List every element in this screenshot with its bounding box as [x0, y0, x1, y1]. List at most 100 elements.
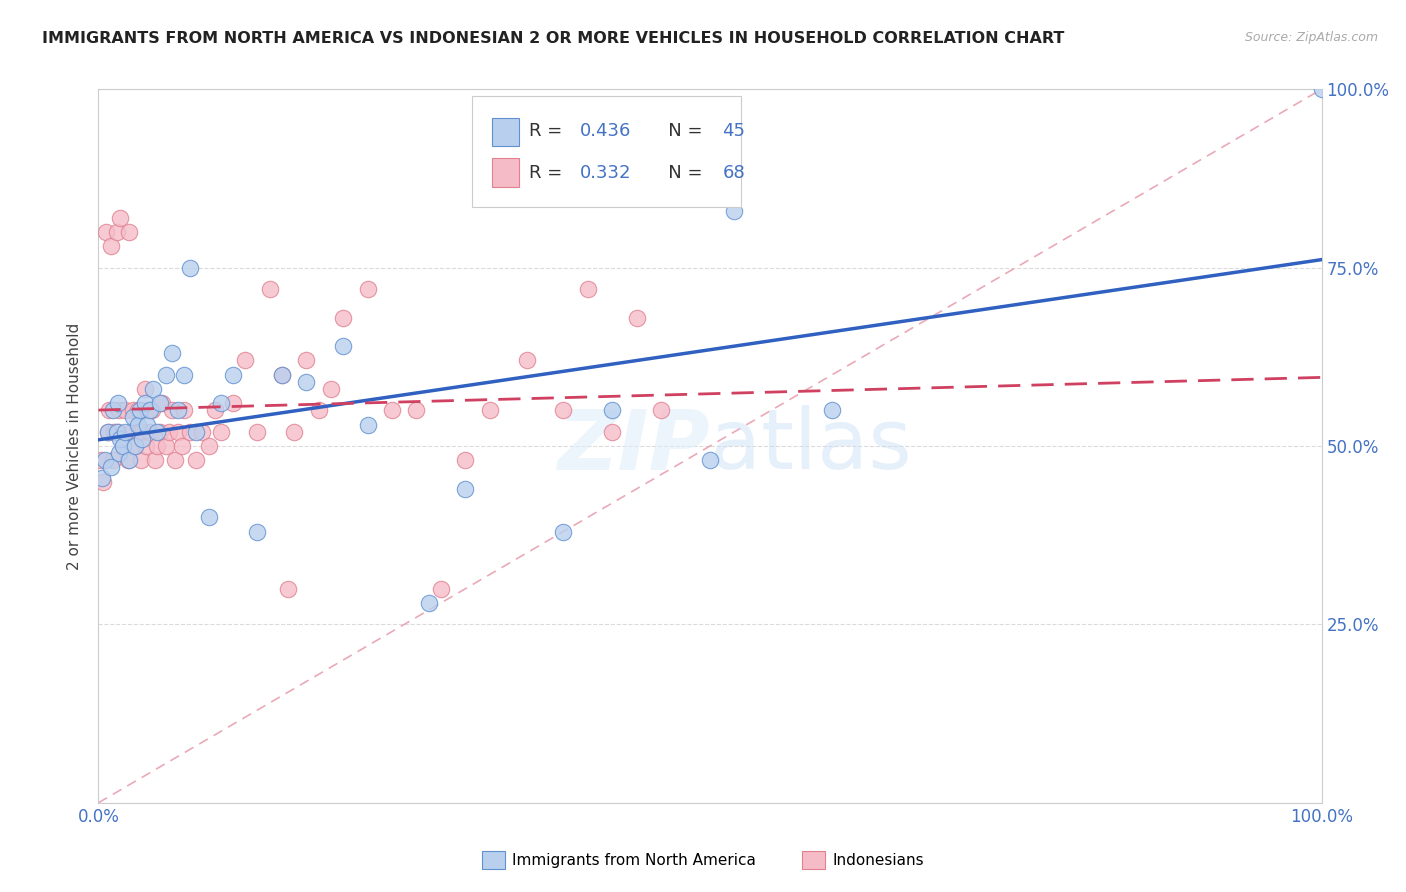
- Y-axis label: 2 or more Vehicles in Household: 2 or more Vehicles in Household: [67, 322, 83, 570]
- Point: [117, 453, 139, 467]
- Point: [295, 375, 318, 389]
- Point: [173, 368, 195, 382]
- Point: [127, 417, 149, 432]
- Point: [131, 425, 153, 439]
- Point: [381, 403, 404, 417]
- Point: [131, 432, 153, 446]
- Point: [515, 353, 537, 368]
- Point: [197, 439, 219, 453]
- Point: [111, 439, 134, 453]
- Text: 0.436: 0.436: [581, 121, 631, 139]
- Point: [246, 425, 269, 439]
- Point: [143, 453, 166, 467]
- Point: [723, 203, 745, 218]
- Point: [600, 403, 623, 417]
- Point: [209, 396, 232, 410]
- Point: [418, 596, 440, 610]
- Point: [308, 403, 330, 417]
- Point: [186, 425, 208, 439]
- Point: [139, 403, 162, 417]
- Text: 45: 45: [723, 121, 745, 139]
- Legend: Immigrants from North America, Indonesians: Immigrants from North America, Indonesia…: [475, 845, 931, 875]
- Point: [1310, 82, 1333, 96]
- Point: [124, 439, 146, 453]
- Point: [553, 403, 575, 417]
- Text: R =: R =: [529, 164, 568, 182]
- Point: [101, 403, 124, 417]
- Point: [108, 446, 131, 460]
- Point: [165, 453, 187, 467]
- Point: [197, 510, 219, 524]
- Point: [93, 453, 115, 467]
- Point: [97, 425, 120, 439]
- Point: [107, 396, 129, 410]
- Point: [101, 453, 124, 467]
- Point: [108, 403, 131, 417]
- Point: [332, 339, 354, 353]
- Point: [146, 439, 169, 453]
- Text: R =: R =: [529, 121, 568, 139]
- Text: N =: N =: [651, 164, 709, 182]
- Point: [136, 403, 159, 417]
- Point: [127, 403, 149, 417]
- Point: [576, 282, 599, 296]
- Point: [149, 396, 172, 410]
- Point: [155, 368, 177, 382]
- Point: [142, 382, 165, 396]
- Point: [129, 453, 152, 467]
- Point: [121, 410, 143, 425]
- Point: [295, 353, 318, 368]
- FancyBboxPatch shape: [492, 159, 519, 187]
- Point: [110, 211, 132, 225]
- Point: [121, 403, 143, 417]
- Point: [105, 225, 128, 239]
- Point: [650, 403, 672, 417]
- Point: [405, 403, 427, 417]
- Point: [94, 225, 117, 239]
- Text: IMMIGRANTS FROM NORTH AMERICA VS INDONESIAN 2 OR MORE VEHICLES IN HOUSEHOLD CORR: IMMIGRANTS FROM NORTH AMERICA VS INDONES…: [42, 31, 1064, 46]
- Point: [97, 425, 120, 439]
- Point: [191, 425, 214, 439]
- Text: ZIP: ZIP: [557, 406, 710, 486]
- Point: [118, 225, 141, 239]
- FancyBboxPatch shape: [471, 96, 741, 207]
- Point: [270, 368, 294, 382]
- Point: [114, 425, 136, 439]
- Point: [222, 396, 245, 410]
- Point: [134, 382, 156, 396]
- Point: [270, 368, 294, 382]
- Point: [91, 475, 114, 489]
- Point: [114, 403, 136, 417]
- Point: [233, 353, 256, 368]
- Point: [283, 425, 305, 439]
- Point: [821, 403, 844, 417]
- Point: [120, 425, 142, 439]
- Point: [100, 239, 122, 253]
- Point: [139, 425, 162, 439]
- Point: [553, 524, 575, 539]
- Point: [160, 346, 183, 360]
- Point: [356, 417, 378, 432]
- Point: [160, 403, 183, 417]
- Point: [699, 453, 721, 467]
- Text: 68: 68: [723, 164, 745, 182]
- Point: [600, 425, 623, 439]
- Point: [124, 439, 146, 453]
- Point: [430, 582, 453, 596]
- Point: [118, 453, 141, 467]
- Point: [136, 417, 159, 432]
- Point: [157, 425, 180, 439]
- Text: N =: N =: [651, 121, 709, 139]
- Point: [356, 282, 378, 296]
- Point: [110, 432, 132, 446]
- FancyBboxPatch shape: [492, 118, 519, 146]
- Text: atlas: atlas: [710, 406, 911, 486]
- Point: [149, 425, 172, 439]
- Point: [179, 260, 201, 275]
- Point: [135, 439, 157, 453]
- Point: [186, 453, 208, 467]
- Point: [222, 368, 245, 382]
- Point: [478, 403, 501, 417]
- Point: [107, 425, 129, 439]
- Point: [167, 403, 190, 417]
